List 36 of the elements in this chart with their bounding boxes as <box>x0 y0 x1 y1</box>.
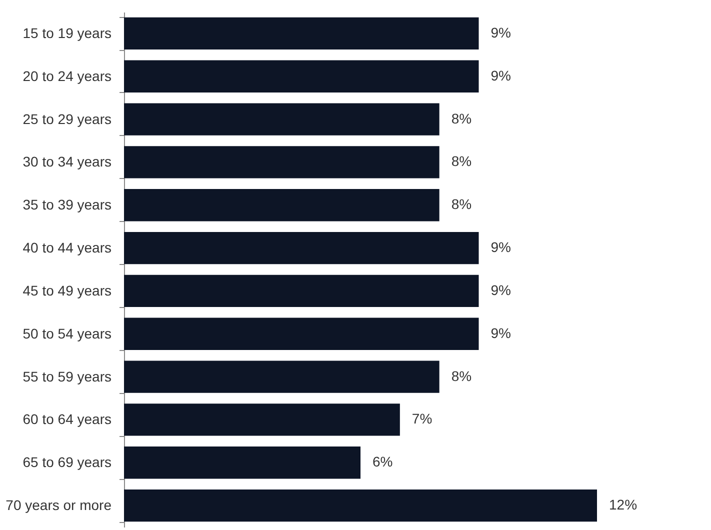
bar <box>124 103 440 136</box>
data-label: 9% <box>490 24 511 40</box>
y-tick-label: 15 to 19 years <box>22 24 112 41</box>
data-label: 9% <box>490 67 511 84</box>
y-tick-label: 30 to 34 years <box>22 154 112 170</box>
bar <box>124 274 479 308</box>
y-tick-label: 40 to 44 years <box>22 240 112 256</box>
data-label: 8% <box>451 110 472 126</box>
data-label: 8% <box>451 368 472 384</box>
y-tick-label: 45 to 49 years <box>22 282 112 298</box>
y-tick-label: 55 to 59 years <box>22 368 112 384</box>
data-label: 12% <box>609 496 638 513</box>
bar <box>124 489 597 522</box>
y-tick-label: 65 to 69 years <box>22 454 112 470</box>
data-label: 6% <box>372 454 393 470</box>
data-label: 9% <box>490 239 511 256</box>
data-label: 8% <box>451 196 472 212</box>
y-tick-label: 50 to 54 years <box>22 325 112 342</box>
y-tick-label: 25 to 29 years <box>22 110 112 127</box>
bar <box>124 146 440 178</box>
bar <box>124 189 440 222</box>
bar <box>124 232 479 264</box>
bar <box>124 17 479 50</box>
y-tick-label: 20 to 24 years <box>22 68 112 84</box>
data-label: 9% <box>490 324 511 341</box>
data-label: 9% <box>490 282 511 298</box>
y-tick-label: 35 to 39 years <box>22 196 112 213</box>
y-tick-label: 70 years or more <box>6 497 112 514</box>
bar <box>124 60 479 92</box>
bar <box>124 318 479 350</box>
bar <box>124 404 400 436</box>
data-label: 7% <box>412 410 432 427</box>
bar <box>124 360 440 393</box>
y-tick-label: 60 to 64 years <box>22 411 112 428</box>
bar <box>124 446 360 479</box>
data-label: 8% <box>451 153 472 170</box>
